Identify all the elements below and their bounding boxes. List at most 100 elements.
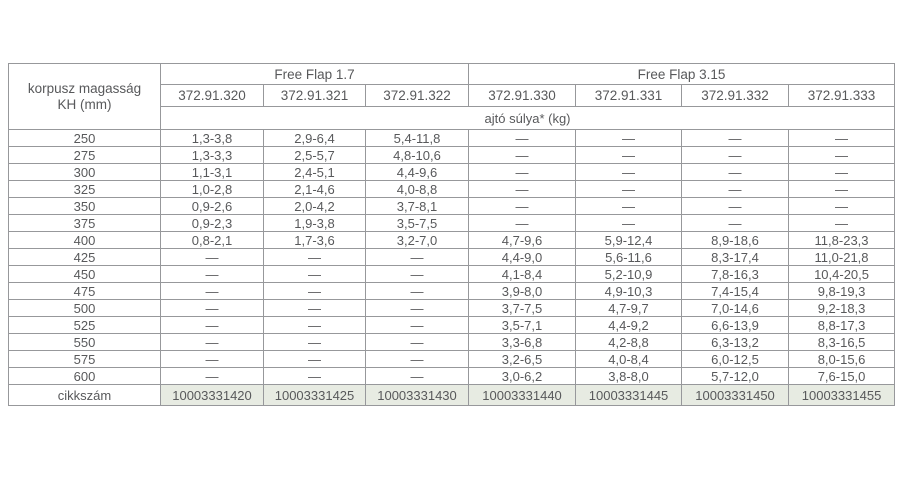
spec-table-header: korpusz magasság KH (mm) Free Flap 1.7 F…	[8, 63, 896, 130]
weight-range-cell: —	[468, 197, 577, 215]
weight-range-cell: —	[364, 282, 470, 300]
weight-range-cell: —	[468, 163, 577, 181]
weight-range-cell: 5,9-12,4	[575, 231, 683, 249]
weight-range-cell: 10,4-20,5	[788, 265, 896, 283]
weight-range-cell: 3,0-6,2	[468, 367, 577, 385]
weight-range-cell: —	[575, 197, 683, 215]
weight-range-cell: —	[575, 146, 683, 164]
model-code: 372.91.333	[788, 84, 896, 107]
group-header-free-flap-315: Free Flap 3.15	[468, 63, 896, 85]
weight-range-cell: —	[263, 333, 366, 351]
kh-value-cell: 500	[8, 299, 161, 317]
weight-range-cell: 8,8-17,3	[788, 316, 896, 334]
weight-range-cell: 0,9-2,3	[160, 214, 264, 232]
table-row: 425— — —4,4-9,0 5,6-11,6 8,3-17,4 11,0-21,8	[8, 248, 896, 266]
weight-range-cell: 4,9-10,3	[575, 282, 683, 300]
weight-range-cell: 1,3-3,3	[160, 146, 264, 164]
kh-value-cell: 425	[8, 248, 161, 266]
table-row: 475— — —3,9-8,0 4,9-10,3 7,4-15,4 9,8-19,3	[8, 282, 896, 300]
weight-range-cell: —	[263, 350, 366, 368]
table-row: 450— — —4,1-8,4 5,2-10,9 7,8-16,3 10,4-20,5	[8, 265, 896, 283]
weight-range-cell: 11,8-23,3	[788, 231, 896, 249]
weight-range-cell: —	[364, 350, 470, 368]
weight-range-cell: —	[575, 129, 683, 147]
weight-range-cell: 3,7-7,5	[468, 299, 577, 317]
corner-header-line1: korpusz magasság	[27, 80, 142, 96]
weight-range-cell: —	[681, 129, 790, 147]
weight-range-cell: —	[364, 367, 470, 385]
door-weight-header: ajtó súlya* (kg)	[159, 106, 896, 130]
weight-range-cell: 4,4-9,2	[575, 316, 683, 334]
weight-range-cell: 4,8-10,6	[364, 146, 470, 164]
weight-range-cell: —	[364, 265, 470, 283]
weight-range-cell: —	[681, 214, 790, 232]
kh-value-cell: 475	[8, 282, 161, 300]
weight-range-cell: —	[160, 350, 264, 368]
weight-range-cell: 3,9-8,0	[468, 282, 577, 300]
kh-value-cell: 450	[8, 265, 161, 283]
model-code: 372.91.330	[468, 84, 577, 107]
corner-header: korpusz magasság KH (mm)	[8, 63, 161, 130]
weight-range-cell: 5,6-11,6	[575, 248, 683, 266]
article-number-row: cikkszám 10003331420 10003331425 1000333…	[8, 384, 896, 406]
weight-range-cell: 9,2-18,3	[788, 299, 896, 317]
weight-range-cell: 7,6-15,0	[788, 367, 896, 385]
weight-range-cell: 2,0-4,2	[263, 197, 366, 215]
weight-range-cell: 4,0-8,4	[575, 350, 683, 368]
weight-range-cell: 7,8-16,3	[681, 265, 790, 283]
kh-value-cell: 275	[8, 146, 161, 164]
weight-range-cell: —	[364, 333, 470, 351]
weight-range-cell: —	[160, 248, 264, 266]
weight-range-cell: 0,8-2,1	[160, 231, 264, 249]
weight-range-cell: 3,3-6,8	[468, 333, 577, 351]
weight-range-cell: —	[468, 129, 577, 147]
weight-range-cell: —	[788, 146, 896, 164]
weight-range-cell: —	[263, 248, 366, 266]
article-number-cell: 10003331440	[468, 384, 577, 406]
weight-range-cell: 3,8-8,0	[575, 367, 683, 385]
kh-value-cell: 575	[8, 350, 161, 368]
weight-range-cell: 3,2-6,5	[468, 350, 577, 368]
weight-range-cell: —	[575, 214, 683, 232]
model-code: 372.91.320	[160, 84, 264, 107]
weight-range-cell: —	[263, 282, 366, 300]
weight-range-cell: —	[263, 299, 366, 317]
weight-range-cell: 1,7-3,6	[263, 231, 366, 249]
weight-range-cell: 6,6-13,9	[681, 316, 790, 334]
weight-range-cell: 6,3-13,2	[681, 333, 790, 351]
model-code: 372.91.322	[364, 84, 470, 107]
weight-range-cell: 4,4-9,6	[364, 163, 470, 181]
weight-range-cell: —	[788, 180, 896, 198]
weight-range-cell: 8,0-15,6	[788, 350, 896, 368]
kh-value-cell: 325	[8, 180, 161, 198]
weight-range-cell: —	[681, 163, 790, 181]
weight-range-cell: —	[788, 197, 896, 215]
weight-range-cell: —	[160, 299, 264, 317]
weight-range-cell: 1,9-3,8	[263, 214, 366, 232]
article-number-cell: 10003331445	[575, 384, 683, 406]
kh-value-cell: 400	[8, 231, 161, 249]
weight-range-cell: 4,4-9,0	[468, 248, 577, 266]
table-row: 325 1,0-2,8 2,1-4,6 4,0-8,8— — — —	[8, 180, 896, 198]
model-code-row: 372.91.320 372.91.321 372.91.322 372.91.…	[9, 84, 896, 107]
weight-range-cell: —	[575, 163, 683, 181]
kh-value-cell: 600	[8, 367, 161, 385]
group-header-free-flap-17: Free Flap 1.7	[159, 63, 470, 85]
table-row: 300 1,1-3,1 2,4-5,1 4,4-9,6— — — —	[8, 163, 896, 181]
article-number-label: cikkszám	[8, 384, 161, 406]
table-row: 350 0,9-2,6 2,0-4,2 3,7-8,1— — — —	[8, 197, 896, 215]
kh-value-cell: 300	[8, 163, 161, 181]
table-row: 250 1,3-3,8 2,9-6,4 5,4-11,8— — — —	[8, 129, 896, 147]
model-code: 372.91.331	[575, 84, 683, 107]
weight-range-cell: —	[364, 299, 470, 317]
weight-range-cell: 4,1-8,4	[468, 265, 577, 283]
article-number-cell: 10003331450	[681, 384, 790, 406]
corner-header-line2: KH (mm)	[57, 96, 112, 112]
weight-range-cell: 4,2-8,8	[575, 333, 683, 351]
weight-range-cell: 4,7-9,6	[468, 231, 577, 249]
weight-range-cell: 5,4-11,8	[364, 129, 470, 147]
table-row: 275 1,3-3,3 2,5-5,7 4,8-10,6— — — —	[8, 146, 896, 164]
weight-range-cell: —	[364, 316, 470, 334]
kh-value-cell: 550	[8, 333, 161, 351]
